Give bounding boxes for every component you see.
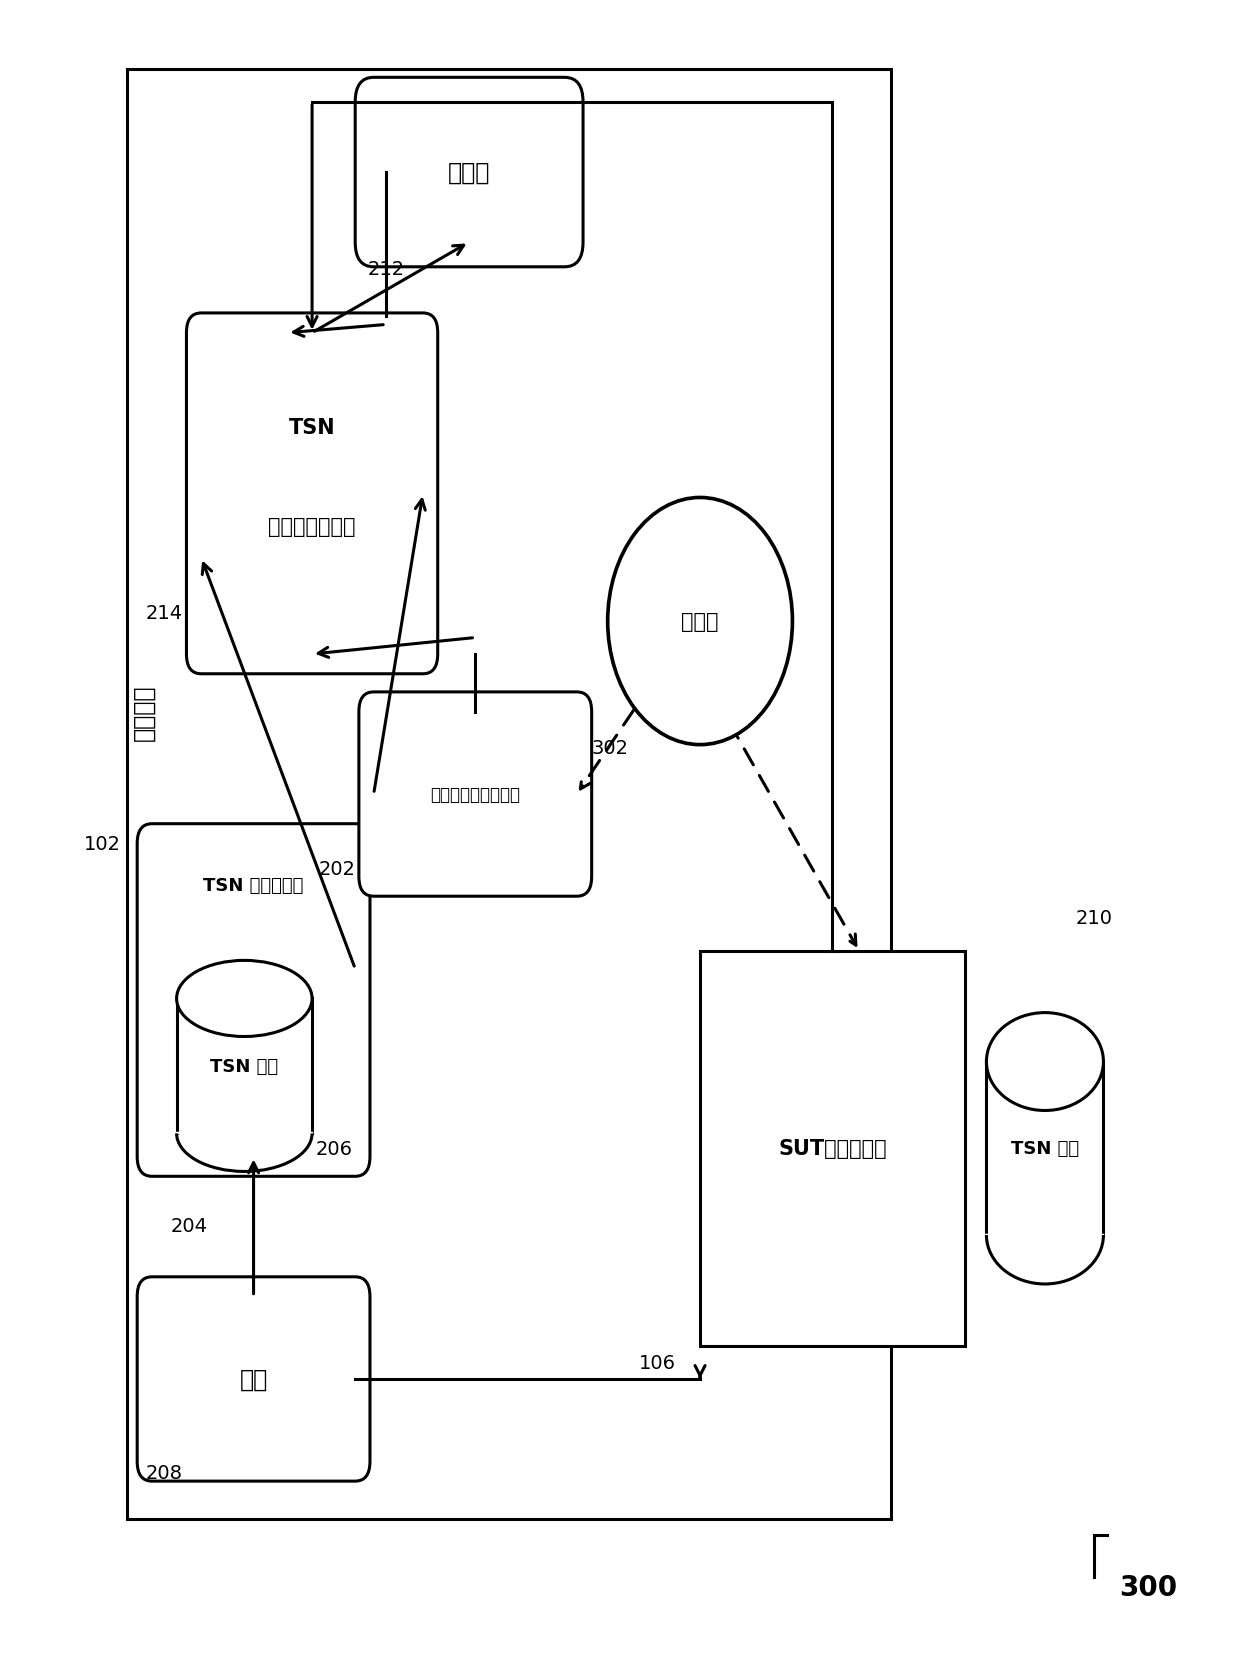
Text: 214: 214: [146, 604, 184, 622]
Bar: [987, 1063, 1104, 1235]
Text: SUT（从时钟）: SUT（从时钟）: [779, 1139, 887, 1158]
Bar: [128, 70, 892, 1519]
Text: 212: 212: [367, 260, 404, 278]
FancyBboxPatch shape: [138, 824, 370, 1177]
Circle shape: [608, 498, 792, 745]
Text: TSN 调度: TSN 调度: [211, 1058, 279, 1076]
Text: 302: 302: [591, 740, 629, 758]
Text: TSN 调度器模块: TSN 调度器模块: [203, 875, 304, 894]
FancyBboxPatch shape: [186, 314, 438, 674]
Text: 300: 300: [1118, 1574, 1177, 1602]
Text: TSN 调度: TSN 调度: [1011, 1140, 1079, 1157]
Text: 210: 210: [1076, 909, 1112, 927]
Text: 监听器: 监听器: [448, 161, 490, 185]
Ellipse shape: [176, 962, 312, 1038]
Text: 202: 202: [319, 859, 355, 879]
Text: 测试系统: 测试系统: [131, 684, 155, 740]
Text: 调度保真度模块: 调度保真度模块: [268, 516, 356, 536]
Text: TSN: TSN: [289, 419, 335, 439]
Bar: [701, 952, 965, 1346]
Text: 208: 208: [146, 1463, 182, 1483]
Bar: [176, 1000, 312, 1134]
FancyBboxPatch shape: [358, 692, 591, 897]
Text: 106: 106: [639, 1354, 676, 1372]
Text: 讲者: 讲者: [239, 1367, 268, 1392]
Text: 102: 102: [84, 834, 122, 854]
FancyBboxPatch shape: [355, 78, 583, 268]
FancyBboxPatch shape: [138, 1278, 370, 1481]
Text: 204: 204: [170, 1216, 207, 1236]
Text: 206: 206: [316, 1139, 352, 1158]
Text: 主时钟: 主时钟: [681, 612, 719, 632]
Text: 同步模块（从时钟）: 同步模块（从时钟）: [430, 786, 521, 804]
Ellipse shape: [987, 1013, 1104, 1111]
